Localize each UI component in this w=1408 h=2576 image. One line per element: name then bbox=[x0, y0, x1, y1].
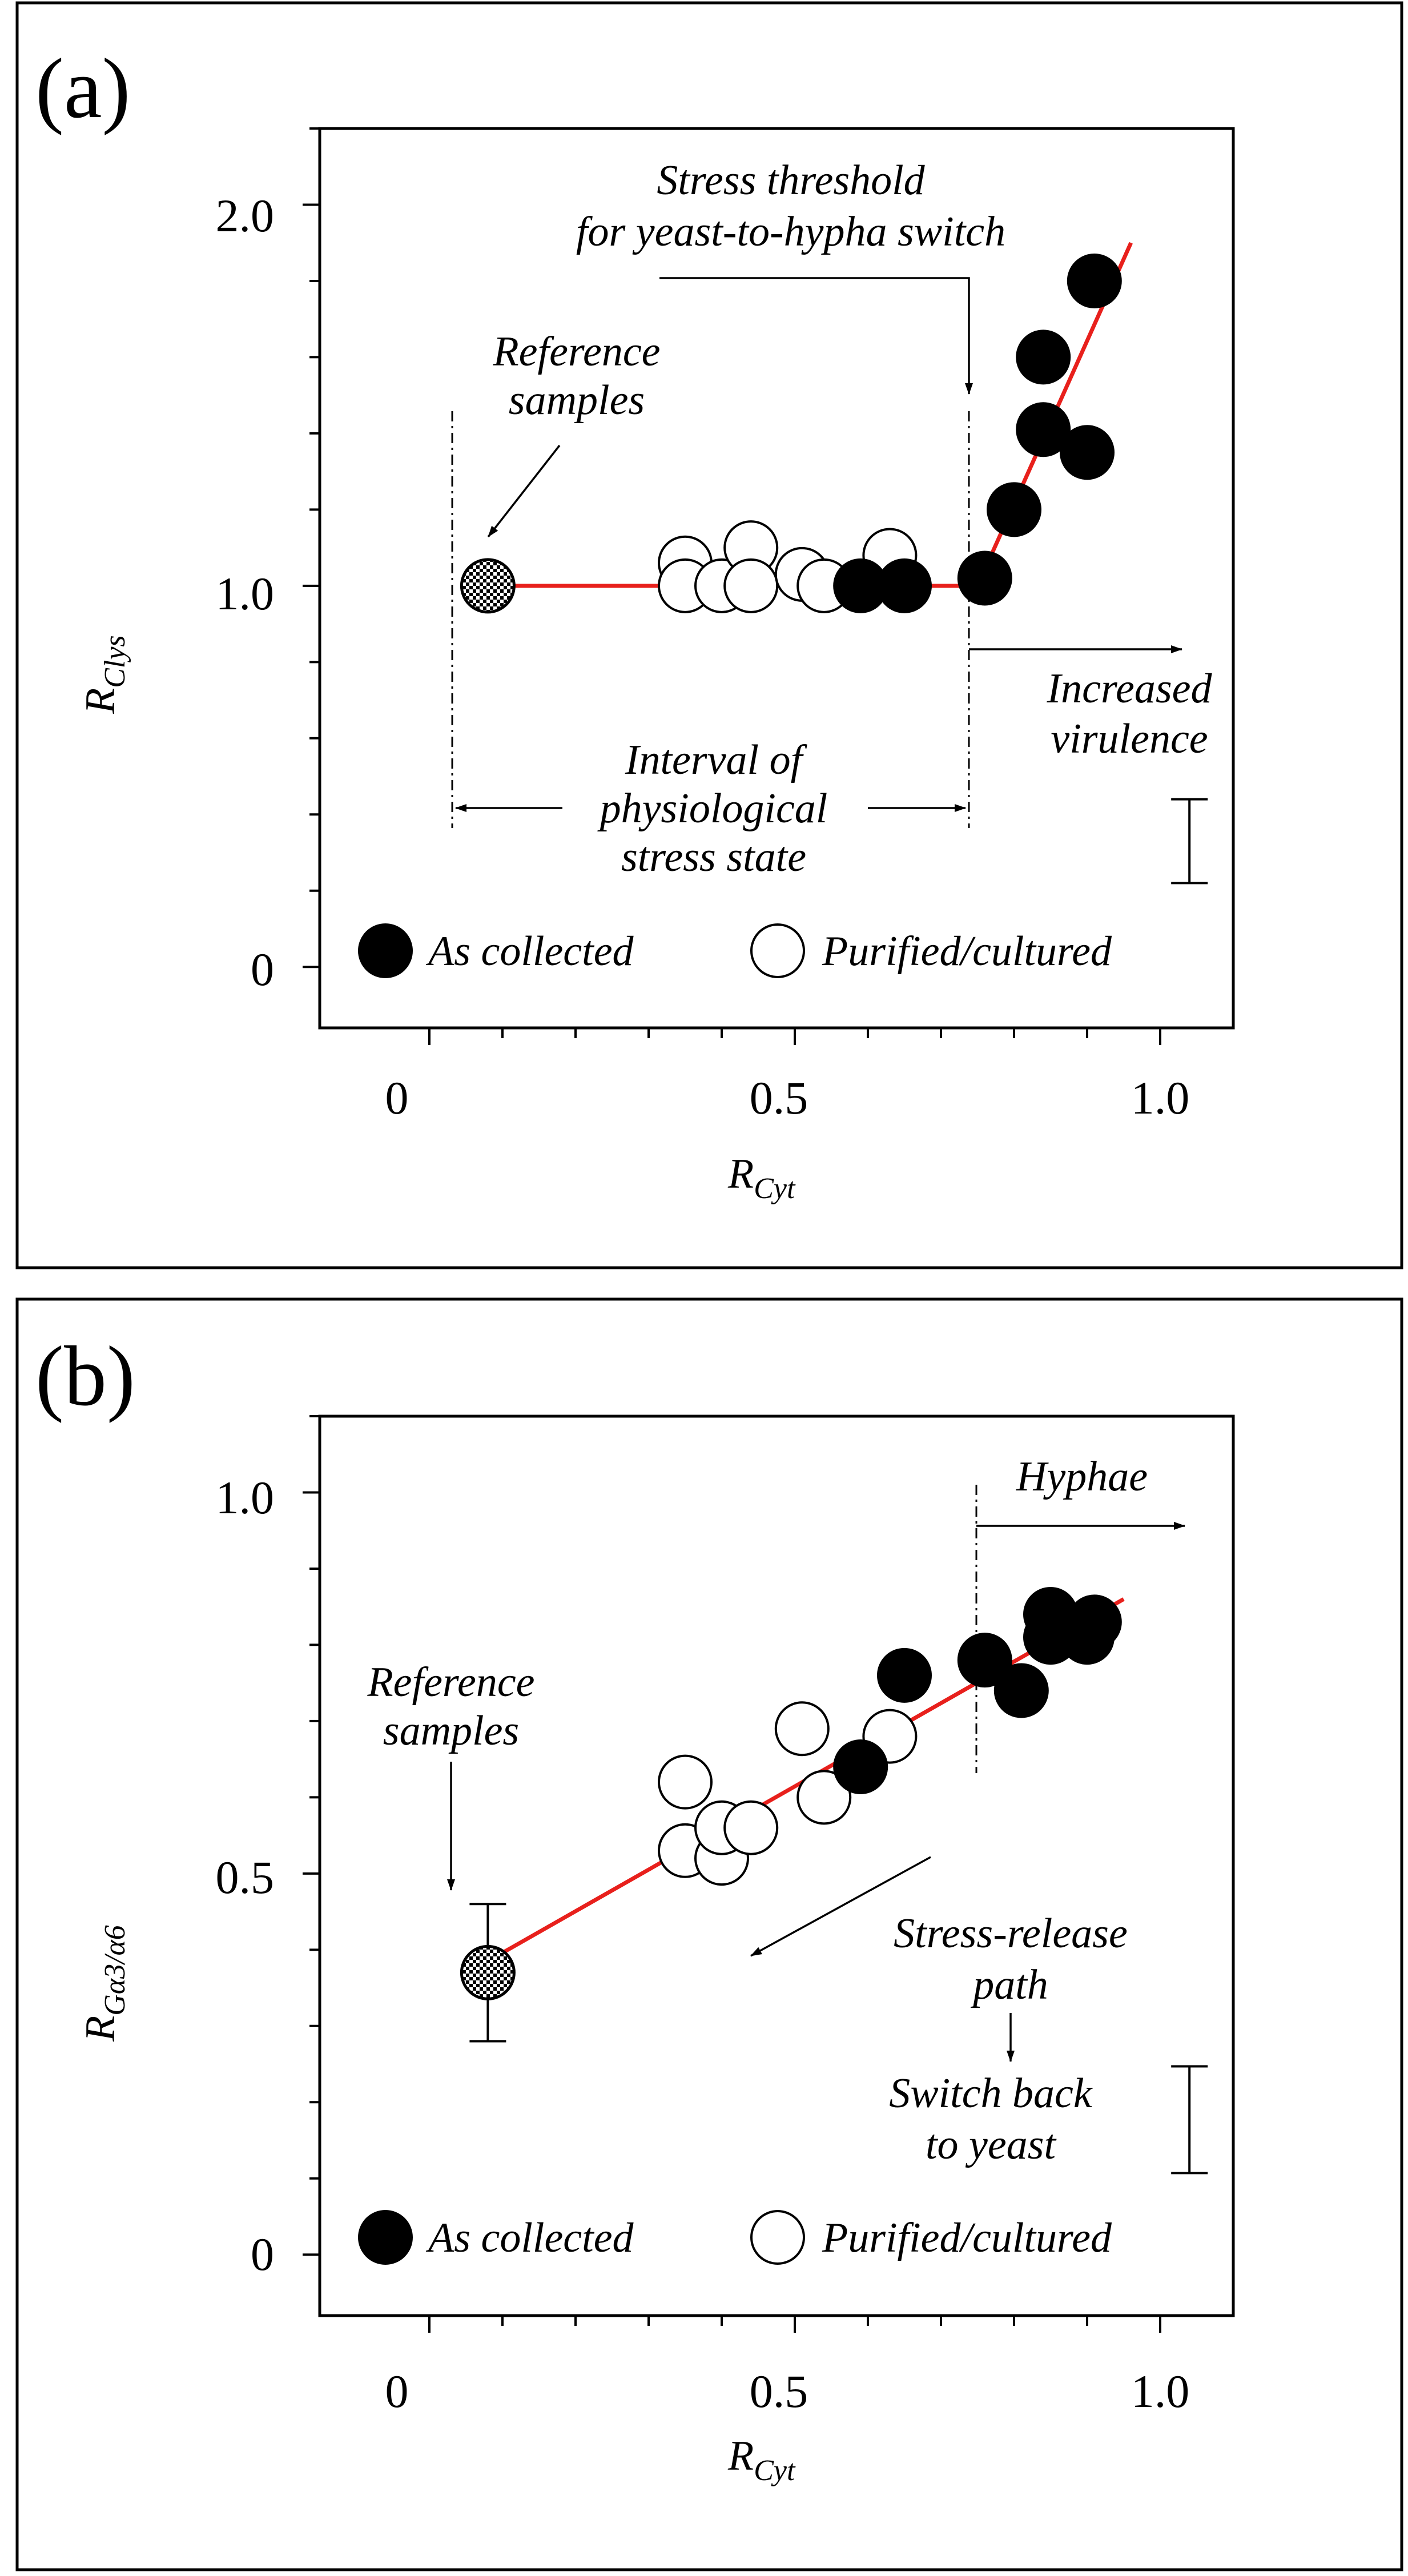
panel-a-x-tick-label: 0 bbox=[385, 1072, 409, 1124]
data-point-as-collected bbox=[1016, 402, 1071, 457]
panel-b-x-tick-label: 1.0 bbox=[1131, 2365, 1190, 2417]
panel-a-virulence-label-line2: virulence bbox=[1051, 716, 1208, 762]
panel-b-reference-label-line1: Reference bbox=[367, 1659, 534, 1706]
data-point-as-collected bbox=[957, 550, 1012, 606]
panel-a-interval-label-line2: physiological bbox=[597, 785, 828, 832]
panel-b-release-label-line2: path bbox=[970, 1962, 1048, 2008]
panel-b-y-tick-label: 0.5 bbox=[216, 1851, 275, 1903]
panel-a-plot-frame bbox=[318, 127, 1235, 1030]
panel-b-y-ticks bbox=[303, 1415, 320, 2256]
panel-a-interval-label-line3: stress state bbox=[621, 834, 806, 881]
data-point-as-collected bbox=[957, 1633, 1012, 1688]
panel-a-threshold-arrow bbox=[659, 277, 973, 395]
data-point-as-collected bbox=[1060, 425, 1115, 480]
panel-a: (a) 0 0.5 1.0 0 1.0 2.0 RCyt RClys Stres… bbox=[15, 1, 1403, 1269]
panel-b-stress-release-arrow bbox=[750, 1856, 931, 1957]
panel-b-y-tick-label: 0 bbox=[251, 2228, 274, 2280]
panel-b-label: (b) bbox=[35, 1329, 135, 1424]
panel-a-legend-as-collected-marker bbox=[358, 923, 413, 978]
panel-a-data-points bbox=[460, 253, 1122, 614]
panel-a-frame bbox=[15, 1, 1403, 1269]
reference-sample-point bbox=[460, 558, 516, 614]
panel-a-x-tick-label: 1.0 bbox=[1131, 1072, 1190, 1124]
panel-a-threshold-label-line2: for yeast-to-hypha switch bbox=[576, 208, 1005, 255]
panel-b-reference-label-line2: samples bbox=[383, 1707, 519, 1754]
panel-b-legend-purified-label: Purified/cultured bbox=[822, 2215, 1112, 2261]
panel-a-legend-purified-label: Purified/cultured bbox=[822, 928, 1112, 975]
panel-a-x-ticks bbox=[428, 1028, 1161, 1045]
panel-a-x-tick-label: 0.5 bbox=[750, 1072, 808, 1124]
panel-a-interval-label-line1: Interval of bbox=[625, 737, 808, 783]
panel-b-plot-frame bbox=[318, 1414, 1235, 2317]
panel-b-switch-label-line2: to yeast bbox=[926, 2121, 1057, 2168]
panel-a-legend-as-collected-label: As collected bbox=[425, 928, 634, 975]
panel-a-y-tick-label: 0 bbox=[251, 943, 274, 995]
panel-a-y-tick-label: 1.0 bbox=[216, 568, 275, 620]
panel-a-label: (a) bbox=[35, 41, 130, 136]
data-point-as-collected bbox=[1067, 253, 1122, 308]
panel-a-reference-label-line2: samples bbox=[509, 377, 645, 424]
panel-b-y-tick-label: 1.0 bbox=[216, 1472, 275, 1524]
panel-a-reference-label-line1: Reference bbox=[492, 328, 660, 375]
panel-b-legend-purified-marker bbox=[750, 2210, 805, 2265]
panel-b-x-ticks bbox=[428, 2316, 1161, 2333]
panel-b-x-axis-label: RCyt bbox=[727, 2433, 796, 2487]
data-point-purified bbox=[723, 558, 779, 613]
reference-sample-point bbox=[460, 1944, 516, 2000]
data-point-purified bbox=[796, 1770, 852, 1825]
data-point-as-collected bbox=[877, 558, 932, 613]
panel-a-y-axis-label: RClys bbox=[77, 635, 131, 714]
panel-b-frame bbox=[15, 1297, 1403, 2571]
panel-b-legend-as-collected-marker bbox=[358, 2210, 413, 2265]
panel-a-x-axis-label: RCyt bbox=[727, 1151, 796, 1205]
data-point-as-collected bbox=[987, 482, 1041, 537]
panel-b-release-label-line1: Stress-release bbox=[894, 1910, 1128, 1957]
data-point-as-collected bbox=[1016, 329, 1071, 385]
panel-a-reference-arrow bbox=[487, 444, 561, 538]
data-point-as-collected bbox=[993, 1663, 1049, 1718]
panel-b-scale-error-bar bbox=[1171, 2065, 1208, 2175]
panel-b-legend-as-collected-label: As collected bbox=[425, 2215, 634, 2261]
data-point-as-collected bbox=[833, 1739, 888, 1794]
panel-a-legend-purified-marker bbox=[750, 923, 805, 978]
panel-b-switch-label-line1: Switch back bbox=[889, 2070, 1093, 2117]
panel-a-virulence-label-line1: Increased bbox=[1046, 665, 1212, 712]
panel-b-x-tick-label: 0 bbox=[385, 2365, 409, 2417]
data-point-purified bbox=[723, 1800, 779, 1855]
data-point-purified bbox=[774, 1701, 830, 1757]
panel-b-hyphae-label: Hyphae bbox=[1016, 1453, 1148, 1500]
panel-a-y-ticks bbox=[303, 127, 320, 968]
panel-b-y-axis-label: RGα3/α6 bbox=[77, 1925, 131, 2042]
panel-a-y-tick-label: 2.0 bbox=[216, 190, 275, 242]
panel-a-threshold-label-line1: Stress threshold bbox=[657, 157, 925, 204]
panel-b-x-tick-label: 0.5 bbox=[750, 2365, 808, 2417]
data-point-as-collected bbox=[1067, 1594, 1122, 1650]
panel-b-data-points bbox=[460, 1587, 1122, 2000]
data-point-as-collected bbox=[877, 1647, 932, 1703]
panel-a-scale-error-bar bbox=[1171, 798, 1208, 885]
panel-b: (b) 0 0.5 1.0 0 0.5 1.0 RCyt RGα3/α6 Hyp… bbox=[15, 1297, 1403, 2571]
data-point-purified bbox=[658, 1754, 713, 1810]
